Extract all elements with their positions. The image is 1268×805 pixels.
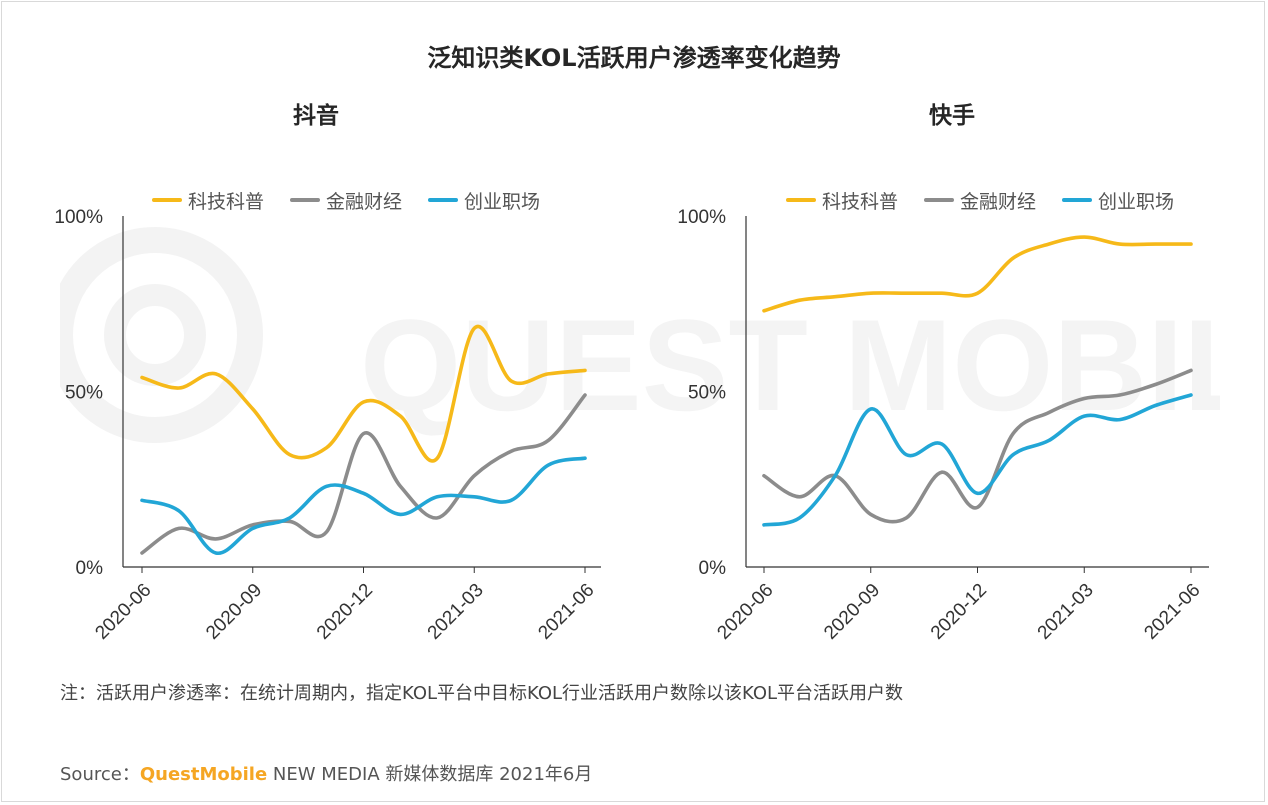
y-tick-label: 100% bbox=[54, 207, 103, 228]
legend-swatch bbox=[1062, 198, 1093, 202]
source-line: Source：QuestMobile NEW MEDIA 新媒体数据库 2021… bbox=[60, 760, 592, 786]
x-tick-label: 2020-09 bbox=[820, 580, 884, 644]
source-rest: NEW MEDIA 新媒体数据库 2021年6月 bbox=[267, 764, 593, 785]
x-tick-label: 2021-06 bbox=[1140, 580, 1204, 644]
source-brand: QuestMobile bbox=[139, 764, 268, 785]
x-tick-label: 2021-03 bbox=[1034, 580, 1098, 644]
legend-label: 科技科普 bbox=[188, 190, 265, 213]
main-title: 泛知识类KOL活跃用户渗透率变化趋势 bbox=[427, 44, 841, 72]
legend-item: 金融财经 bbox=[924, 187, 1036, 214]
x-tick-label: 2020-12 bbox=[927, 580, 991, 644]
y-tick-label: 50% bbox=[688, 383, 726, 404]
legend-swatch bbox=[924, 198, 955, 202]
footnote: 注：活跃用户渗透率：在统计周期内，指定KOL平台中目标KOL行业活跃用户数除以该… bbox=[60, 683, 904, 704]
legend-item: 科技科普 bbox=[152, 187, 264, 214]
legend-douyin: 科技科普 金融财经 创业职场 bbox=[152, 187, 566, 213]
series-line-chuangye-zhichang bbox=[140, 456, 587, 555]
legend-swatch bbox=[428, 198, 459, 202]
legend-swatch bbox=[290, 198, 321, 202]
legend-item: 创业职场 bbox=[428, 187, 540, 214]
legend-label: 创业职场 bbox=[1098, 190, 1175, 213]
series-line-jinrong-caijing bbox=[140, 393, 587, 555]
series-line-jinrong-caijing bbox=[762, 368, 1193, 524]
legend-swatch bbox=[786, 198, 816, 202]
legend-item: 科技科普 bbox=[786, 187, 898, 214]
panel-title-douyin: 抖音 bbox=[293, 103, 339, 129]
legend-kuaishou: 科技科普 金融财经 创业职场 bbox=[786, 187, 1200, 213]
legend-label: 金融财经 bbox=[960, 190, 1037, 213]
y-tick-label: 0% bbox=[76, 558, 104, 579]
legend-label: 科技科普 bbox=[822, 190, 899, 213]
y-tick-label: 100% bbox=[677, 207, 726, 228]
panel-title-kuaishou: 快手 bbox=[929, 103, 975, 129]
legend-swatch bbox=[152, 198, 182, 202]
series-line-keji-kepu bbox=[762, 235, 1193, 313]
legend-item: 创业职场 bbox=[1062, 187, 1174, 214]
series-line-keji-kepu bbox=[140, 324, 587, 463]
legend-item: 金融财经 bbox=[290, 187, 402, 214]
y-tick-label: 0% bbox=[699, 558, 727, 579]
y-tick-label: 50% bbox=[65, 383, 103, 404]
x-tick-label: 2020-06 bbox=[713, 580, 777, 644]
source-prefix: Source： bbox=[60, 764, 140, 785]
legend-label: 创业职场 bbox=[464, 190, 541, 213]
series-line-chuangye-zhichang bbox=[762, 393, 1193, 527]
legend-label: 金融财经 bbox=[326, 190, 403, 213]
